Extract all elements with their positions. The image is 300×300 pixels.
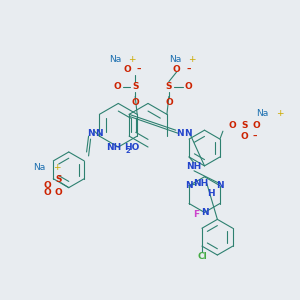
Text: Na: Na (33, 163, 45, 172)
Text: –: – (186, 65, 191, 74)
Text: –: – (137, 65, 141, 74)
Text: +: + (188, 55, 195, 64)
Text: F: F (194, 210, 200, 219)
Text: S: S (166, 82, 172, 91)
Text: HO: HO (124, 142, 140, 152)
Text: N: N (176, 129, 184, 138)
Text: O: O (253, 121, 260, 130)
Text: N: N (95, 129, 102, 138)
Text: O: O (123, 65, 131, 74)
Text: NH: NH (186, 162, 202, 171)
Text: O: O (43, 181, 51, 190)
Text: N: N (216, 181, 224, 190)
Text: +: + (128, 55, 136, 64)
Text: O: O (185, 82, 193, 91)
Text: N: N (185, 181, 193, 190)
Text: Cl: Cl (197, 251, 207, 260)
Text: O: O (165, 98, 173, 107)
Text: Na: Na (109, 55, 122, 64)
Text: O: O (241, 132, 249, 141)
Text: Na: Na (169, 55, 181, 64)
Text: O: O (229, 121, 237, 130)
Text: Na: Na (256, 109, 269, 118)
Text: O: O (173, 65, 181, 74)
Text: O: O (55, 188, 63, 197)
Text: S: S (56, 175, 62, 184)
Text: N: N (201, 208, 208, 217)
Text: N: N (184, 129, 191, 138)
Text: S: S (242, 121, 248, 130)
Text: O: O (43, 188, 51, 197)
Text: NH: NH (193, 179, 208, 188)
Text: O: O (131, 98, 139, 107)
Text: S: S (132, 82, 138, 91)
Text: H: H (207, 189, 215, 198)
Text: O: O (113, 82, 121, 91)
Text: +: + (53, 163, 61, 172)
Text: NH: NH (106, 142, 121, 152)
Text: +: + (276, 109, 283, 118)
Text: 2: 2 (126, 148, 130, 154)
Text: N: N (87, 129, 94, 138)
Text: –: – (252, 132, 257, 141)
